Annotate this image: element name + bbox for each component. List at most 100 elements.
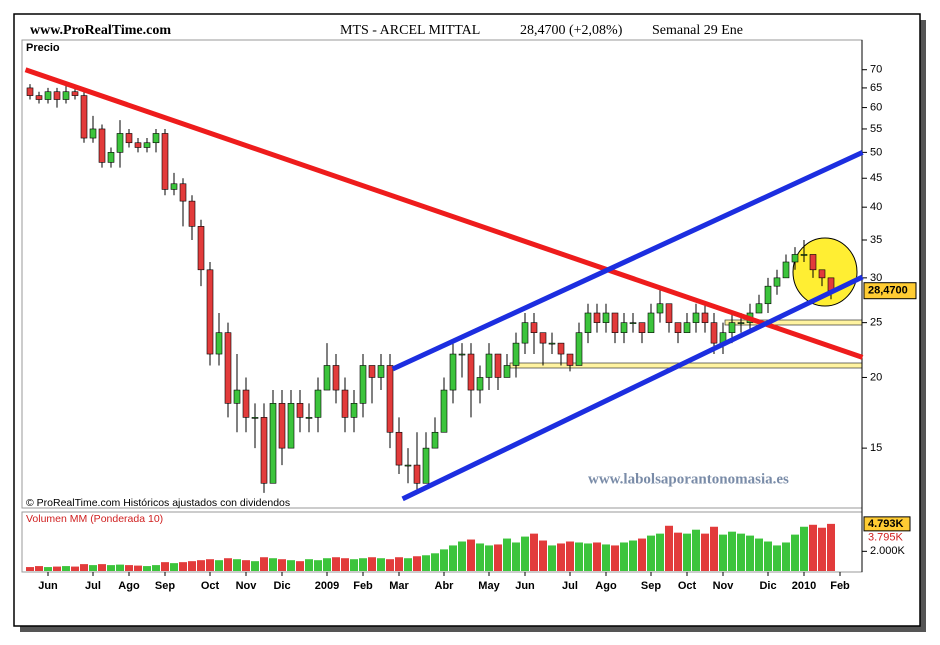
- candle-body: [35, 95, 43, 100]
- candle-body: [422, 447, 430, 484]
- volume-bar: [125, 565, 133, 571]
- candle-body: [728, 322, 736, 333]
- trendline: [401, 274, 864, 502]
- candle-body: [431, 431, 439, 449]
- volume-bar: [296, 561, 304, 571]
- candle-body: [809, 254, 817, 271]
- support-zone: [724, 319, 863, 326]
- volume-bar: [107, 565, 115, 571]
- volume-bar: [341, 558, 349, 571]
- candle-body: [233, 389, 241, 404]
- x-tick-label: Ago: [595, 580, 617, 592]
- candle-body: [323, 365, 331, 391]
- candle-body: [134, 142, 142, 148]
- y-tick-label: 70: [870, 64, 882, 76]
- volume-bar: [602, 544, 610, 571]
- volume-bar: [746, 535, 754, 571]
- volume-bar: [395, 557, 403, 571]
- candle-body: [791, 254, 799, 263]
- candle-body: [449, 353, 457, 391]
- volume-title: Volumen MM (Ponderada 10): [26, 513, 163, 525]
- candle-body: [242, 389, 250, 418]
- volume-bar: [89, 565, 97, 571]
- x-tick-label: Jun: [38, 580, 58, 592]
- candle-body: [404, 464, 412, 467]
- volume-bar: [215, 560, 223, 571]
- candle-body: [440, 389, 448, 433]
- candle-body: [503, 365, 511, 378]
- y-label: Precio: [26, 42, 60, 54]
- volume-bar: [350, 559, 358, 571]
- volume-bar: [431, 553, 439, 571]
- volume-bar: [116, 564, 124, 571]
- candle-body: [206, 269, 214, 355]
- candle-body: [602, 312, 610, 323]
- x-tick-label: Oct: [201, 580, 220, 592]
- trendline: [24, 67, 864, 360]
- candle-body: [476, 377, 484, 391]
- volume-bar: [548, 545, 556, 571]
- candle-body: [710, 322, 718, 344]
- volume-bar: [692, 529, 700, 571]
- candle-body: [287, 403, 295, 449]
- candle-body: [359, 365, 367, 404]
- period: Semanal 29 Ene: [652, 23, 743, 38]
- volume-bar: [575, 542, 583, 571]
- volume-bar: [629, 540, 637, 571]
- volume-bar: [98, 564, 106, 571]
- candle-body: [143, 142, 151, 148]
- candle-body: [224, 332, 232, 404]
- x-tick-label: Dic: [273, 580, 290, 592]
- volume-bar: [764, 541, 772, 571]
- volume-bar: [134, 565, 142, 571]
- volume-bar: [71, 566, 79, 571]
- volume-bar: [449, 545, 457, 571]
- volume-bar: [404, 558, 412, 571]
- candle-body: [305, 417, 313, 419]
- source: www.ProRealTime.com: [30, 23, 171, 38]
- x-tick-label: Nov: [713, 580, 735, 592]
- volume-bar: [278, 559, 286, 571]
- candle-body: [665, 303, 673, 323]
- candle-body: [188, 200, 196, 227]
- volume-bar: [638, 538, 646, 571]
- volume-bar: [503, 538, 511, 571]
- candle-body: [674, 322, 682, 333]
- volume-bar: [728, 531, 736, 571]
- volume-bar: [413, 556, 421, 571]
- x-tick-label: Sep: [641, 580, 661, 592]
- volume-bar: [611, 545, 619, 571]
- volume-bar: [53, 566, 61, 571]
- candle-body: [152, 133, 160, 144]
- candle-body: [647, 312, 655, 333]
- candle-body: [638, 322, 646, 333]
- candle-body: [26, 87, 34, 96]
- volume-bar: [233, 559, 241, 571]
- volume-bar: [539, 540, 547, 571]
- volume-bar: [359, 558, 367, 571]
- candle-body: [386, 365, 394, 433]
- price-change: 28,4700 (+2,08%): [520, 23, 623, 38]
- candle-body: [458, 353, 466, 356]
- candle-body: [71, 91, 79, 96]
- y-tick-label: 15: [870, 442, 882, 454]
- candle-body: [701, 312, 709, 323]
- x-tick-label: Abr: [435, 580, 455, 592]
- y-tick-label: 25: [870, 317, 882, 329]
- x-tick-label: Feb: [830, 580, 850, 592]
- candle-body: [332, 365, 340, 391]
- x-tick-label: 2009: [315, 580, 339, 592]
- volume-bar: [44, 567, 52, 571]
- volume-bar: [809, 524, 817, 571]
- volume-bar: [197, 560, 205, 571]
- candle-body: [170, 183, 178, 190]
- volume-tag-box: [863, 516, 911, 532]
- volume-bar: [206, 559, 214, 571]
- volume-bar: [251, 561, 259, 571]
- candle-body: [179, 183, 187, 202]
- candle-body: [467, 353, 475, 391]
- candle-body: [485, 353, 493, 378]
- price-tag: 28,4700: [868, 285, 908, 297]
- candle-body: [755, 303, 763, 314]
